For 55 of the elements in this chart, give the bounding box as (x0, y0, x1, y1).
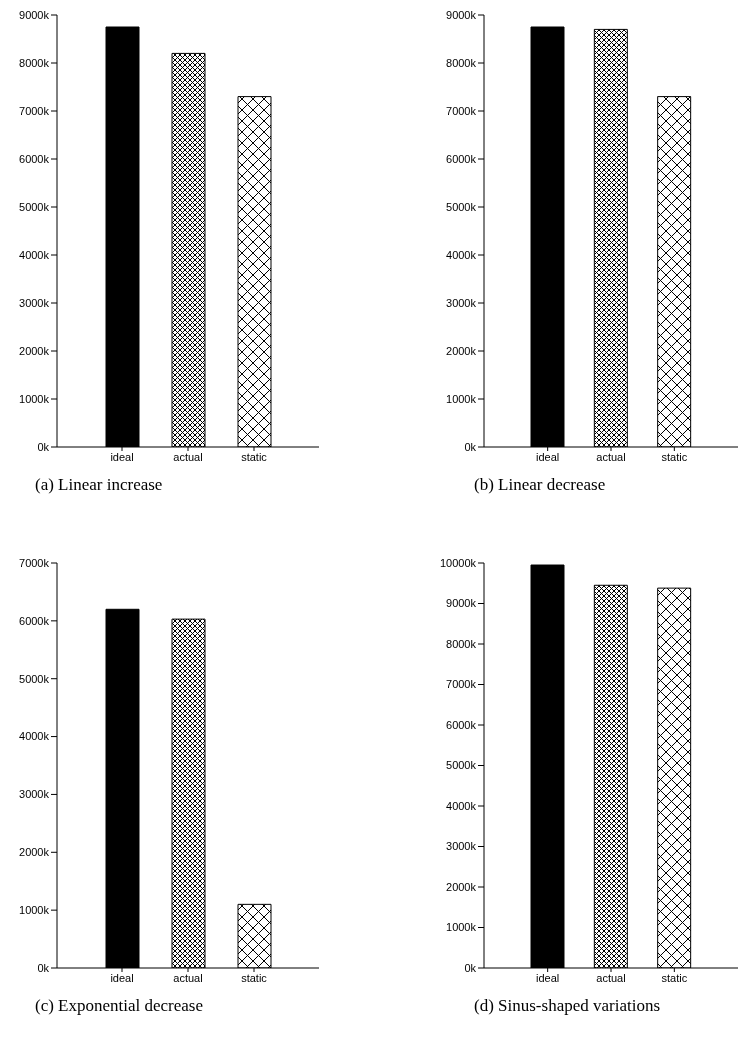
y-tick-label: 9000k (446, 597, 477, 610)
y-tick-label: 6000k (19, 152, 50, 165)
y-tick-label: 2000k (446, 344, 477, 357)
y-tick-label: 5000k (446, 759, 477, 772)
y-tick-label: 6000k (446, 718, 477, 731)
y-tick-label: 1000k (19, 904, 50, 917)
y-tick-label: 8000k (446, 637, 477, 650)
x-tick-label: ideal (110, 971, 134, 984)
y-tick-label: 2000k (19, 846, 50, 859)
y-tick-label: 4000k (446, 799, 477, 812)
y-tick-label: 0k (464, 961, 477, 974)
x-tick-label: static (241, 450, 268, 463)
y-tick-label: 3000k (19, 296, 50, 309)
y-tick-label: 5000k (19, 200, 50, 213)
x-tick-label: actual (596, 450, 626, 463)
y-tick-label: 10000k (439, 556, 477, 569)
x-tick-label: ideal (110, 450, 134, 463)
y-tick-label: 3000k (19, 788, 50, 801)
x-tick-label: static (241, 971, 268, 984)
y-tick-label: 9000k (19, 8, 50, 21)
x-tick-label: actual (173, 971, 203, 984)
y-tick-label: 5000k (446, 200, 477, 213)
x-tick-label: ideal (536, 450, 560, 463)
text: (c) Exponential decrease (34, 996, 205, 1016)
y-tick-label: 2000k (19, 344, 50, 357)
y-tick-label: 7000k (19, 556, 50, 569)
x-tick-label: actual (596, 971, 626, 984)
y-tick-label: 5000k (19, 672, 50, 685)
y-tick-label: 6000k (19, 614, 50, 627)
x-tick-label: actual (173, 450, 203, 463)
y-tick-label: 8000k (19, 56, 50, 69)
x-tick-label: static (661, 971, 688, 984)
y-tick-label: 7000k (446, 104, 477, 117)
y-tick-label: 0k (37, 440, 50, 453)
y-tick-label: 1000k (446, 392, 477, 405)
y-tick-label: 3000k (446, 840, 477, 853)
text: (d) Sinus-shaped variations (473, 996, 662, 1016)
y-tick-label: 3000k (446, 296, 477, 309)
y-tick-label: 7000k (446, 678, 477, 691)
y-tick-label: 4000k (446, 248, 477, 261)
text: (b) Linear decrease (473, 475, 607, 495)
y-tick-label: 4000k (19, 248, 50, 261)
y-tick-label: 8000k (446, 56, 477, 69)
text: (a) Linear increase (34, 475, 164, 495)
y-tick-label: 7000k (19, 104, 50, 117)
x-tick-label: ideal (536, 971, 560, 984)
y-tick-label: 0k (37, 961, 50, 974)
y-tick-label: 2000k (446, 880, 477, 893)
y-tick-label: 0k (464, 440, 477, 453)
y-tick-label: 1000k (19, 392, 50, 405)
x-tick-label: static (661, 450, 688, 463)
y-tick-label: 9000k (446, 8, 477, 21)
y-tick-label: 6000k (446, 152, 477, 165)
y-tick-label: 1000k (446, 921, 477, 934)
y-tick-label: 4000k (19, 730, 50, 743)
